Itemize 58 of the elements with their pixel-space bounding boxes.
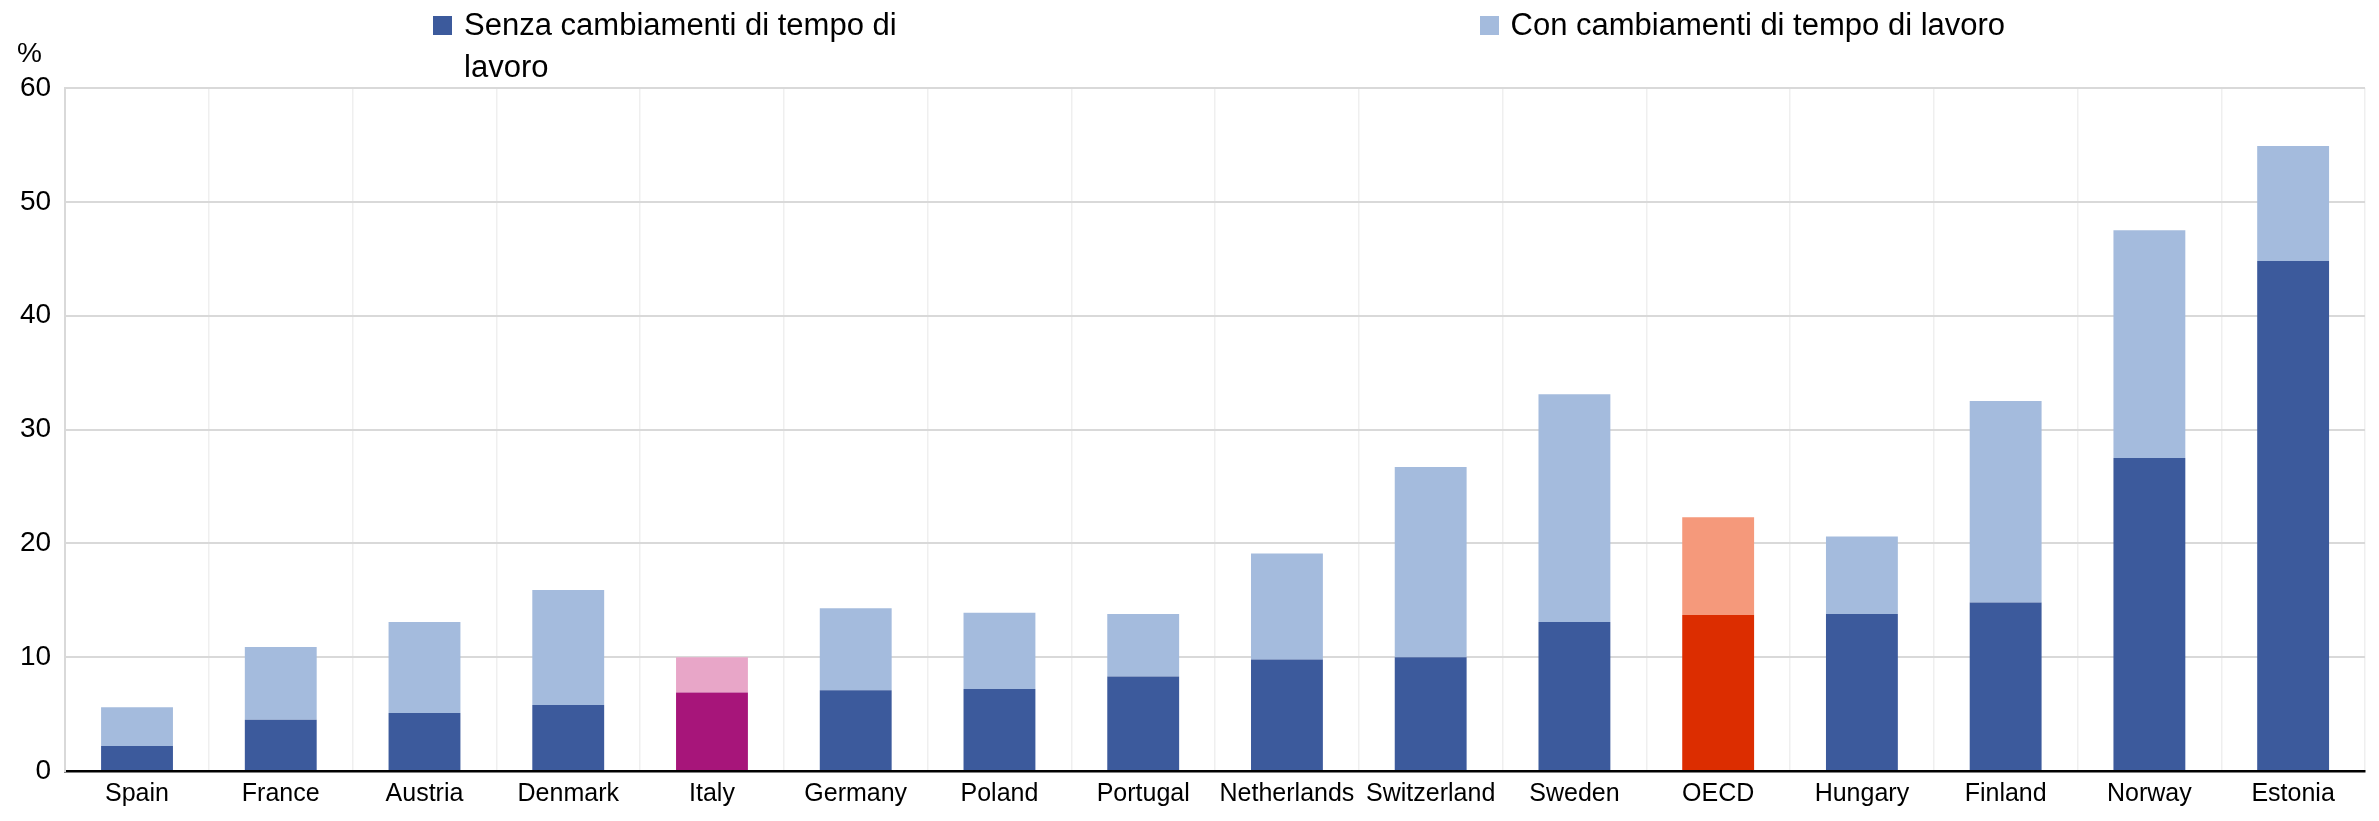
- bar: [1107, 613, 1180, 677]
- bar: [2113, 230, 2186, 458]
- x-tick-label: France: [241, 777, 320, 806]
- x-tick-label: Portugal: [1096, 777, 1190, 806]
- y-axis-title: %: [17, 36, 43, 68]
- bar: [1682, 615, 1755, 770]
- y-tick-label: 20: [19, 526, 52, 558]
- x-tick-label: Sweden: [1529, 777, 1620, 806]
- bar: [2113, 457, 2186, 770]
- bar: [101, 745, 173, 770]
- x-tick-label: Spain: [105, 777, 169, 806]
- y-tick-label: 30: [19, 412, 52, 444]
- bar: [1107, 676, 1180, 770]
- x-tick-label: Estonia: [2251, 777, 2335, 806]
- y-tick-label: 40: [19, 298, 52, 330]
- x-tick-label: Hungary: [1814, 777, 1910, 806]
- bar: [1969, 602, 2042, 770]
- x-tick-label: Poland: [960, 777, 1039, 806]
- x-tick-label: OECD: [1682, 777, 1755, 806]
- bar: [1538, 621, 1611, 770]
- bar: [963, 612, 1036, 690]
- bar: [388, 621, 461, 713]
- legend-label: Con cambiamenti di tempo di lavoro: [1510, 6, 2006, 44]
- bar: [2257, 146, 2330, 262]
- x-tick-label: Austria: [385, 777, 464, 806]
- bar: [388, 712, 461, 770]
- bar: [244, 646, 317, 720]
- bar: [819, 608, 892, 691]
- y-tick-label: 0: [35, 753, 52, 785]
- bar: [101, 707, 173, 746]
- x-tick-label: Germany: [804, 777, 908, 806]
- x-tick-label: Norway: [2107, 777, 2193, 806]
- bar: [676, 692, 748, 770]
- legend-label: Senza cambiamenti di tempo di lavoro: [464, 6, 898, 86]
- y-tick-label: 10: [19, 639, 52, 671]
- x-tick-label: Denmark: [517, 777, 620, 806]
- bar: [1825, 613, 1898, 770]
- bar: [532, 704, 605, 770]
- bar: [1969, 401, 2042, 603]
- x-tick-label: Finland: [1964, 777, 2047, 806]
- bar: [1825, 536, 1898, 614]
- bar: [1394, 467, 1467, 658]
- y-tick-label: 50: [19, 184, 52, 216]
- x-tick-label: Netherlands: [1219, 777, 1355, 806]
- bar: [1538, 394, 1611, 622]
- bar: [963, 689, 1036, 770]
- bar: [1251, 553, 1323, 660]
- bar: [819, 690, 892, 770]
- x-tick-label: Italy: [689, 777, 736, 806]
- bar: [532, 590, 605, 705]
- bar: [676, 657, 748, 693]
- bar: [1251, 659, 1323, 770]
- y-tick-label: 60: [19, 70, 52, 102]
- bar: [2257, 261, 2330, 770]
- x-tick-label: Switzerland: [1366, 777, 1496, 806]
- bar: [1394, 657, 1467, 770]
- bar: [244, 719, 317, 770]
- bar: [1682, 517, 1755, 616]
